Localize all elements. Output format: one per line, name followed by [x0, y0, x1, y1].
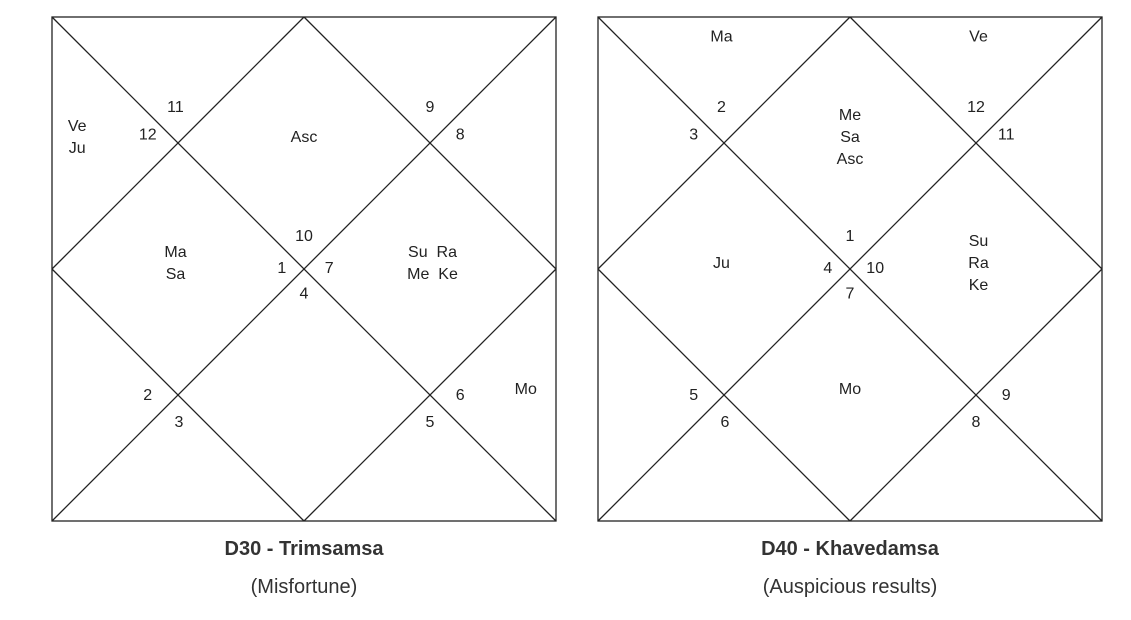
house-8-sign-number: 5	[426, 414, 435, 431]
chart-divider-line	[597, 16, 1103, 522]
house-1-sign-number: 1	[846, 228, 855, 245]
house-2-sign-number: 2	[717, 99, 726, 116]
chart-subtitle: (Misfortune)	[250, 576, 358, 598]
house-5-sign-number: 2	[143, 387, 152, 404]
house-12-planets: Ve	[969, 28, 988, 45]
house-12-sign-number: 9	[426, 99, 435, 116]
house-2-planets: Ma	[710, 28, 732, 45]
house-4-sign-number: 1	[277, 260, 286, 277]
house-9-sign-number: 6	[456, 387, 465, 404]
chart-divider-line	[303, 16, 557, 270]
house-6-sign-number: 3	[175, 414, 184, 431]
chart-title: D40 - Khavedamsa	[761, 538, 939, 560]
house-4-sign-number: 4	[823, 260, 832, 277]
house-10-planets: Su	[969, 233, 989, 250]
chart-title: D30 - Trimsamsa	[224, 538, 384, 560]
ascendant-label: Asc	[291, 129, 318, 146]
chart-divider-line	[597, 268, 851, 522]
chart-divider-line	[849, 268, 1103, 522]
house-5-sign-number: 5	[689, 387, 698, 404]
chart-divider-line	[51, 268, 305, 522]
house-12-sign-number: 12	[967, 99, 985, 116]
chart-divider-line	[51, 16, 305, 270]
house-1-planets: Sa	[840, 129, 860, 146]
house-2-sign-number: 11	[167, 99, 184, 116]
house-10-sign-number: 10	[866, 260, 884, 277]
house-1-planets: Me	[839, 107, 861, 124]
house-4-planets: Ju	[713, 255, 730, 272]
house-4-planets: Ma	[164, 244, 186, 261]
house-9-planets: Mo	[515, 381, 537, 398]
house-3-planets: Ju	[69, 140, 86, 157]
house-11-sign-number: 11	[998, 127, 1015, 144]
house-10-planets: Su Ra	[408, 244, 457, 261]
house-7-sign-number: 7	[846, 285, 855, 302]
house-10-planets: Ke	[969, 277, 989, 294]
house-8-sign-number: 8	[972, 414, 981, 431]
ascendant-label: Asc	[837, 151, 864, 168]
house-10-planets: Me Ke	[407, 266, 458, 283]
house-10-planets: Ra	[968, 255, 989, 272]
house-10-sign-number: 7	[325, 260, 334, 277]
house-1-sign-number: 10	[295, 228, 313, 245]
house-4-planets: Sa	[166, 266, 186, 283]
house-7-planets: Mo	[839, 381, 861, 398]
house-3-sign-number: 12	[139, 127, 157, 144]
chart-subtitle: (Auspicious results)	[762, 576, 938, 598]
house-3-sign-number: 3	[689, 127, 698, 144]
house-7-sign-number: 4	[300, 285, 309, 302]
chart-panel-d40: 1 2 3 4 5 6 7 8 9 10 11 12 Me Sa Asc Ma Ju Mo Su Ra Ke Ve D40…	[546, 0, 1106, 620]
chart-panel-d30: 10 11 12 1 2 3 4 5 6 7 8 9 Asc Ve Ju Ma Sa Mo Su Ra Me Ke D…	[0, 0, 560, 620]
chart-divider-line	[597, 16, 851, 270]
chart-divider-line	[849, 16, 1103, 270]
chart-divider-line	[51, 16, 557, 522]
house-9-sign-number: 9	[1002, 387, 1011, 404]
house-3-planets: Ve	[68, 118, 87, 135]
house-6-sign-number: 6	[721, 414, 730, 431]
house-11-sign-number: 8	[456, 127, 465, 144]
chart-divider-line	[303, 268, 557, 522]
